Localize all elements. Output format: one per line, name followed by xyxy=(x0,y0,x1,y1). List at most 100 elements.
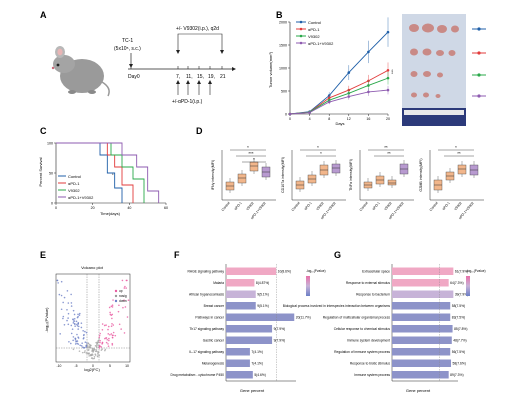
tumor-y-tick-label: 1000 xyxy=(279,66,287,70)
survival-x-tick-label: 40 xyxy=(127,206,131,210)
tumor-data-point xyxy=(386,88,390,92)
volcano-point xyxy=(111,344,114,346)
tumor-x-tick-label: 16 xyxy=(366,117,370,121)
volcano-point xyxy=(112,299,114,301)
volcano-point xyxy=(92,357,94,360)
bar xyxy=(392,348,451,356)
legend-control: Control xyxy=(308,20,321,25)
panel-label-g: G xyxy=(334,250,341,260)
tumor-x-tick-label: 4 xyxy=(309,117,311,121)
panel-c: C 0 50 100 0 20 40 60 Percent Survival Time(da… xyxy=(38,126,168,216)
volcano-point xyxy=(95,341,97,344)
bar xyxy=(226,325,273,333)
volcano-point xyxy=(99,341,101,344)
cell-dose-label: (5x10⁵, s.c.) xyxy=(114,46,141,52)
survival-y-tick-label: 0 xyxy=(51,201,53,205)
survival-significance: * xyxy=(112,172,114,177)
box-x-tick-label: αPD-1 xyxy=(233,201,242,211)
box-ylabel: CD107a intensity(MFI) xyxy=(281,157,285,193)
bar xyxy=(226,348,250,356)
volcano-point xyxy=(95,346,98,348)
volcano-point xyxy=(108,306,111,309)
volcano-point xyxy=(72,318,74,321)
volcano-point xyxy=(76,324,79,327)
volcano-point xyxy=(97,350,99,353)
bar-category-label: Regulation of multicellular organismal p… xyxy=(323,316,391,320)
bar-value-label: 9(7.9%) xyxy=(274,339,286,343)
bar-value-label: 85(7.8%) xyxy=(454,327,467,331)
bar-category-label: Drug metabolism - cytochrome P450 xyxy=(170,373,224,377)
volcano-point xyxy=(74,343,77,345)
volcano-point xyxy=(57,282,59,284)
bar-value-label: 7(4.1%) xyxy=(251,362,263,366)
volcano-xlabel: log2(FC) xyxy=(84,367,100,372)
volcano-point xyxy=(66,308,68,311)
box-x-tick-label: V9302 xyxy=(453,201,462,211)
bar xyxy=(226,290,256,298)
volcano-point xyxy=(100,346,103,348)
survival-curve xyxy=(56,142,134,203)
volcano-point xyxy=(74,337,77,340)
tumor-series-line xyxy=(289,31,389,115)
volcano-point xyxy=(109,311,111,314)
volcano-point xyxy=(101,341,104,344)
volcano-point xyxy=(73,317,76,320)
volcano-point xyxy=(62,301,64,304)
panel-d: D IFNγ intensity(MFI)Control αPD-1 V9302αP… xyxy=(196,126,484,220)
cell-line-label: TC-1 xyxy=(122,38,133,44)
volcano-point xyxy=(58,293,61,296)
box-body xyxy=(387,179,397,186)
volcano-point xyxy=(63,323,66,326)
box-significance: *** xyxy=(248,151,253,156)
volcano-plot: -10 -5 0 5 10 xyxy=(55,273,131,368)
survival-x-tick-label: 0 xyxy=(55,206,57,210)
panel-g: G Extracellular space 61(7.9%) Response to… xyxy=(283,250,486,393)
volcano-point xyxy=(86,342,88,344)
volcano-point xyxy=(91,349,94,352)
volcano-point xyxy=(67,323,70,326)
volcano-point xyxy=(97,340,100,342)
bar-value-label: 58(7.5%) xyxy=(452,304,465,308)
volcano-ylabel: -log₁₀(PValue) xyxy=(44,307,49,333)
volcano-point xyxy=(67,302,70,304)
box-x-tick-label: Control xyxy=(359,201,369,212)
panel-b: B 0 500 1000 1500 2000 0 4 8 12 16 20 Tumor volume… xyxy=(268,10,486,126)
bar xyxy=(392,359,452,367)
bar-category-label: Biological process involved in interspec… xyxy=(283,304,391,308)
survival-chart: 0 50 100 0 20 40 60 xyxy=(47,141,168,210)
panel-a: A TC-1 (5x10⁵, s.c.) +/- V93 xyxy=(40,10,236,105)
day-21-label: 21 xyxy=(220,74,226,80)
volcano-legend-nosig: nosig xyxy=(119,294,127,298)
tumor-x-tick-label: 8 xyxy=(328,117,330,121)
volcano-point xyxy=(77,337,80,339)
survival-y-tick-label: 50 xyxy=(49,171,53,175)
bar-value-label: 5(4.6%) xyxy=(254,373,266,377)
survival-legend: Control αPD-1 V9302 αPD-1+V9302 xyxy=(58,174,94,200)
bar xyxy=(392,325,453,333)
volcano-point xyxy=(77,328,80,330)
tumor-data-point xyxy=(367,90,370,94)
panel-label-e: E xyxy=(40,250,46,260)
survival-xlabel: Time(days) xyxy=(100,211,121,216)
volcano-point xyxy=(70,293,72,296)
volcano-point xyxy=(111,342,114,345)
bar xyxy=(226,359,250,367)
volcano-point xyxy=(70,302,73,304)
panel-e: E Volcano plot -10 -5 0 5 10 log2(FC) -log₁₀… xyxy=(40,250,131,372)
volcano-point xyxy=(117,310,120,313)
panel-label-a: A xyxy=(40,10,47,20)
volcano-point xyxy=(80,345,83,347)
panel-label-d: D xyxy=(196,126,203,136)
volcano-point xyxy=(75,320,78,323)
tumor-volume-xlabel: Days xyxy=(335,121,344,126)
survival-legend-combo: αPD-1+V9302 xyxy=(68,195,94,200)
volcano-point xyxy=(94,345,97,347)
go-xlabel: Gene percent xyxy=(406,388,431,393)
mouse-illustration-icon xyxy=(51,46,110,97)
volcano-point xyxy=(110,314,113,316)
bar-category-label: Immune system development xyxy=(347,339,390,343)
volcano-point xyxy=(60,280,63,283)
volcano-point xyxy=(109,333,111,336)
bar xyxy=(226,313,295,321)
volcano-point xyxy=(95,349,98,351)
